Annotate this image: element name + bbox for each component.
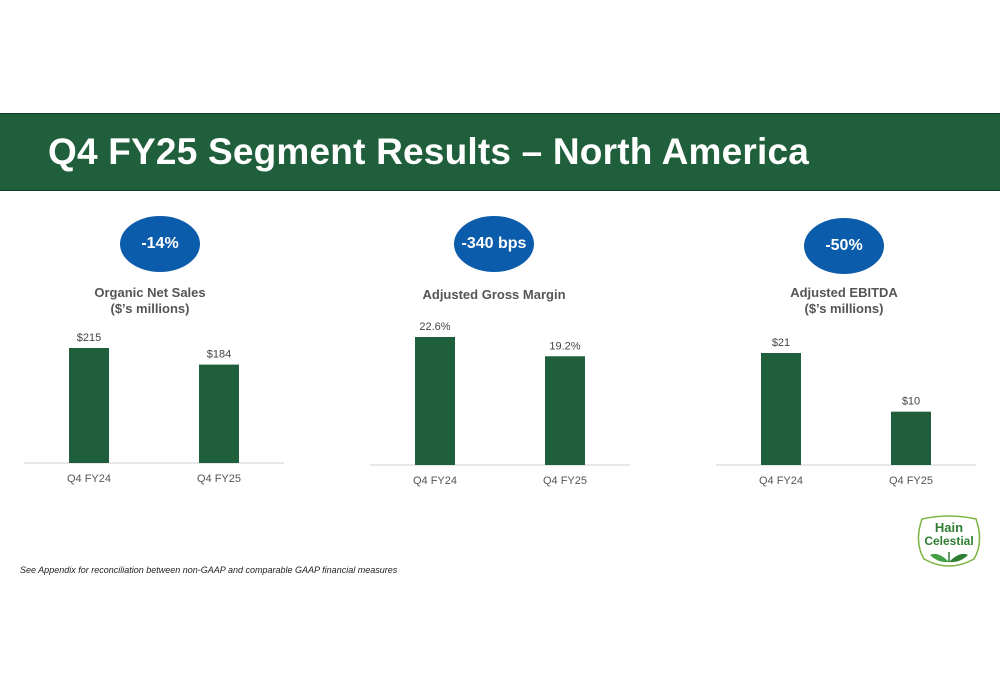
x-tick-label: Q4 FY24 — [413, 475, 457, 487]
bar-q4-fy25 — [891, 411, 931, 465]
data-label: 22.6% — [419, 321, 450, 333]
bar-q4-fy24 — [69, 348, 109, 463]
chart-title: Organic Net Sales — [94, 285, 206, 300]
footnote: See Appendix for reconciliation between … — [20, 565, 398, 575]
bar-chart-adjusted-ebitda: $21 Q4 FY24 $10 Q4 FY25 — [716, 337, 976, 487]
bar-chart-adjusted-gross-margin: 22.6% Q4 FY24 19.2% Q4 FY25 — [370, 321, 630, 487]
data-label: 19.2% — [549, 340, 580, 352]
logo-text-hain: Hain — [935, 520, 963, 535]
data-label: $21 — [772, 337, 790, 349]
hain-celestial-logo: Hain Celestial — [917, 515, 981, 567]
x-tick-label: Q4 FY24 — [67, 473, 111, 485]
x-tick-label: Q4 FY25 — [889, 475, 933, 487]
chart-subtitle: ($’s millions) — [804, 301, 884, 316]
data-label: $10 — [902, 396, 920, 408]
bar-q4-fy24 — [761, 353, 801, 465]
chart-title-adjusted-gross-margin: Adjusted Gross Margin — [344, 287, 644, 303]
x-tick-label: Q4 FY24 — [759, 475, 803, 487]
badge-adjusted-gross-margin: -340 bps — [454, 216, 534, 272]
bar-q4-fy25 — [545, 356, 585, 465]
data-label: $215 — [77, 332, 101, 344]
chart-title-adjusted-ebitda: Adjusted EBITDA ($’s millions) — [694, 285, 994, 317]
badge-adjusted-ebitda: -50% — [804, 218, 884, 274]
bar-q4-fy24 — [415, 337, 455, 465]
chart-subtitle: ($’s millions) — [110, 301, 190, 316]
chart-title: Adjusted EBITDA — [790, 285, 898, 300]
chart-title: Adjusted Gross Margin — [422, 287, 566, 302]
x-tick-label: Q4 FY25 — [543, 475, 587, 487]
page-title: Q4 FY25 Segment Results – North America — [48, 131, 810, 172]
chart-title-organic-net-sales: Organic Net Sales ($’s millions) — [0, 285, 300, 317]
badge-organic-net-sales: -14% — [120, 216, 200, 272]
bar-q4-fy25 — [199, 364, 239, 463]
logo-text-celestial: Celestial — [924, 534, 973, 548]
data-label: $184 — [207, 349, 231, 361]
bar-chart-organic-net-sales: $215 Q4 FY24 $184 Q4 FY25 — [24, 332, 284, 485]
title-banner: Q4 FY25 Segment Results – North America — [0, 113, 1000, 191]
x-tick-label: Q4 FY25 — [197, 473, 241, 485]
